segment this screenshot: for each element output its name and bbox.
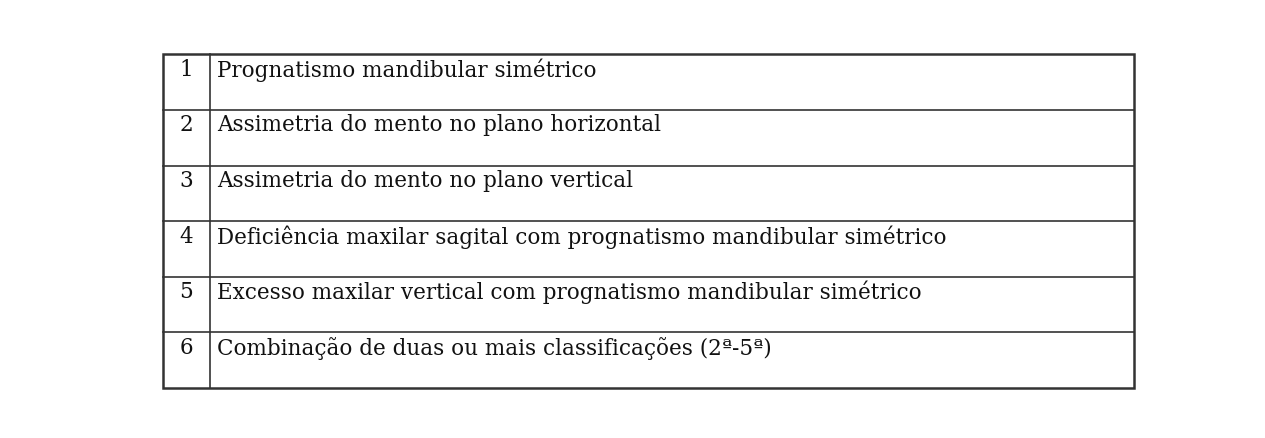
Text: 1: 1 [180,59,194,81]
Text: 5: 5 [180,282,194,304]
Text: Prognatismo mandibular simétrico: Prognatismo mandibular simétrico [218,58,597,81]
Text: Excesso maxilar vertical com prognatismo mandibular simétrico: Excesso maxilar vertical com prognatismo… [218,281,922,304]
Text: 4: 4 [180,226,194,248]
Text: 6: 6 [180,337,194,359]
Text: Assimetria do mento no plano horizontal: Assimetria do mento no plano horizontal [218,114,662,137]
Text: Deficiência maxilar sagital com prognatismo mandibular simétrico: Deficiência maxilar sagital com prognati… [218,225,947,248]
Text: Combinação de duas ou mais classificações (2ª-5ª): Combinação de duas ou mais classificaçõe… [218,336,772,360]
Text: Assimetria do mento no plano vertical: Assimetria do mento no plano vertical [218,170,634,192]
Text: 3: 3 [180,170,194,192]
Text: 2: 2 [180,114,194,137]
